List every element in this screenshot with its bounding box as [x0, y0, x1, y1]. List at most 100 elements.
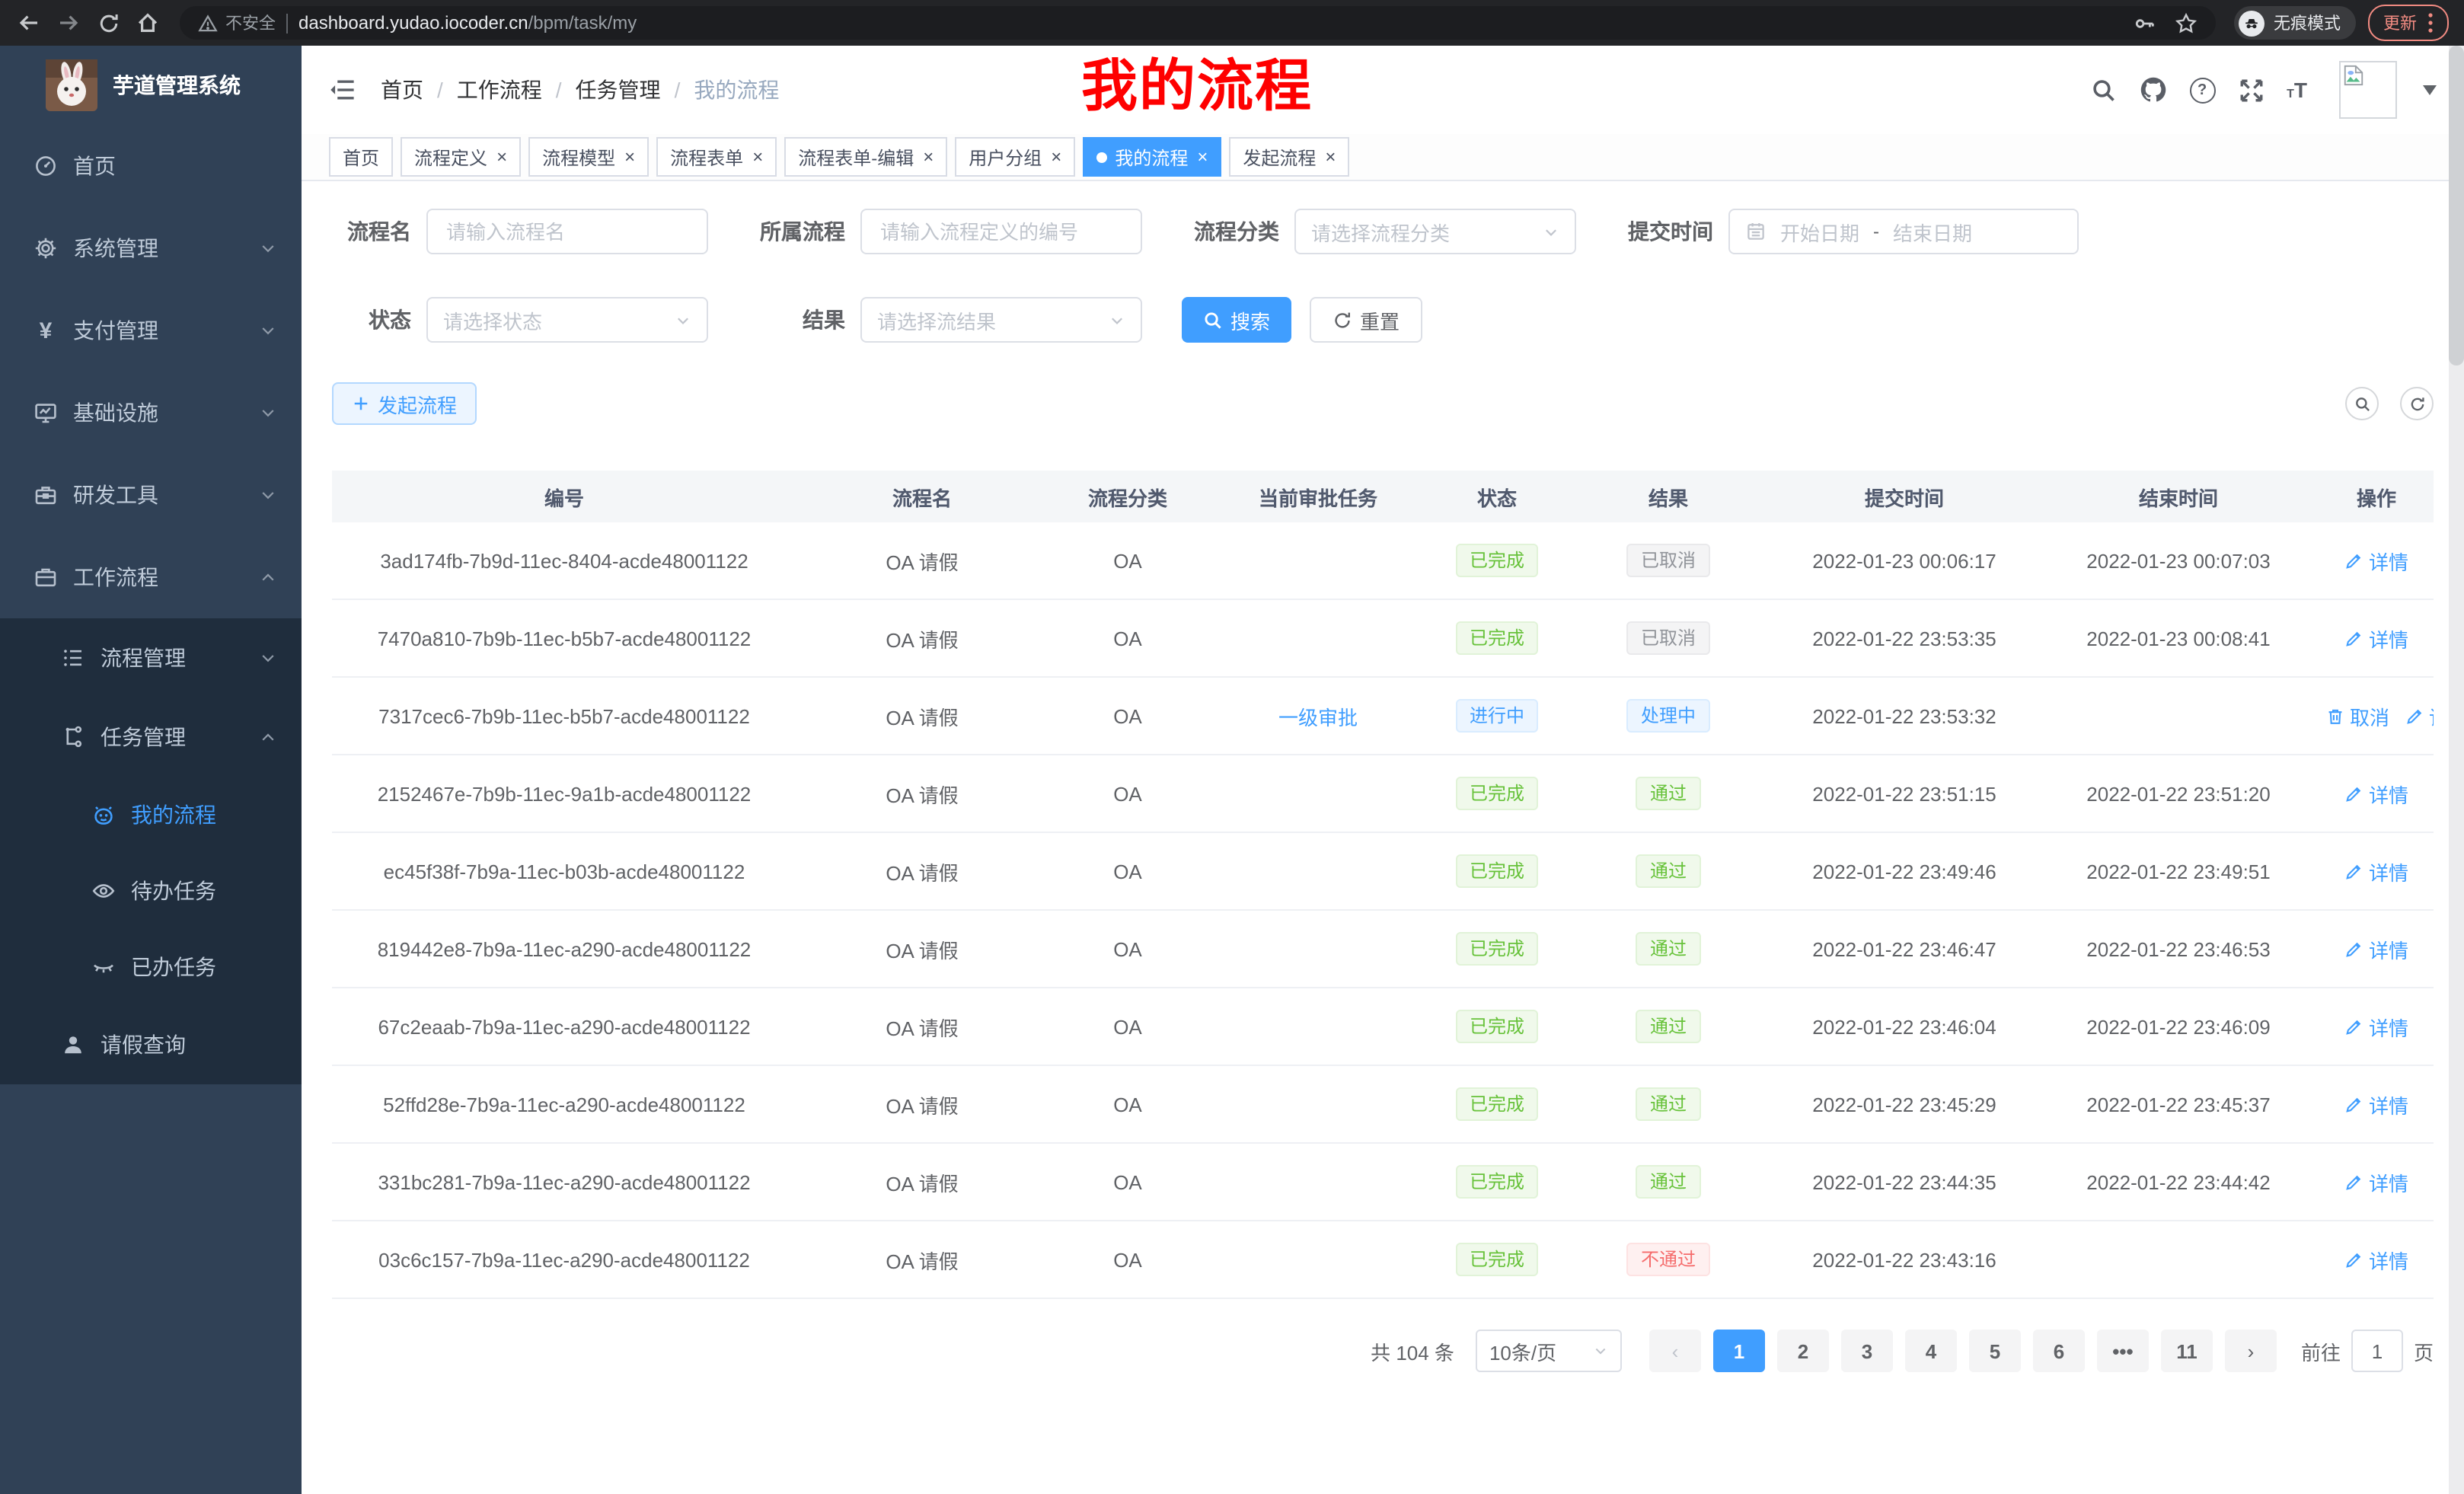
tab-发起流程[interactable]: 发起流程 × [1229, 137, 1350, 177]
sidebar-item-label: 待办任务 [131, 879, 216, 903]
tab-流程表单[interactable]: 流程表单 × [656, 137, 777, 177]
goto-page-input[interactable] [2351, 1330, 2403, 1372]
sidebar-item-流程管理[interactable]: 流程管理 [0, 618, 302, 698]
next-page-button[interactable]: › [2224, 1330, 2277, 1372]
category-select[interactable]: 请选择流程分类 [1294, 209, 1576, 254]
status-badge: 通过 [1636, 932, 1700, 966]
详情-action-link[interactable]: 详情 [2344, 1167, 2408, 1196]
scrollbar-thumb[interactable] [2449, 46, 2464, 366]
status-badge: 已完成 [1455, 1165, 1538, 1199]
forward-icon[interactable] [55, 9, 82, 37]
sidebar-item-工作流程[interactable]: 工作流程 [0, 536, 302, 618]
result-select[interactable]: 请选择流结果 [860, 297, 1142, 343]
详情-action-link[interactable]: 详情 [2344, 624, 2408, 653]
tab-流程模型[interactable]: 流程模型 × [528, 137, 650, 177]
close-icon[interactable]: × [923, 146, 934, 168]
breadcrumb-item[interactable]: 工作流程 [456, 78, 542, 102]
sidebar-item-任务管理[interactable]: 任务管理 [0, 698, 302, 777]
current-task-link[interactable]: 一级审批 [1278, 706, 1358, 729]
page-scrollbar[interactable] [2449, 46, 2464, 1494]
process-name-field[interactable] [443, 219, 691, 244]
tab-流程表单-编辑[interactable]: 流程表单-编辑 × [784, 137, 948, 177]
kebab-menu-icon[interactable] [2427, 12, 2434, 34]
page-button-2[interactable]: 2 [1776, 1330, 1829, 1372]
close-icon[interactable]: × [1325, 146, 1336, 168]
avatar[interactable] [2339, 61, 2397, 119]
page-size-select[interactable]: 10条/页 [1475, 1330, 1622, 1372]
sidebar-item-基础设施[interactable]: 基础设施 [0, 372, 302, 454]
sidebar-item-已办任务[interactable]: 已办任务 [0, 929, 302, 1005]
breadcrumb-item[interactable]: 首页 [381, 78, 423, 102]
prev-page-button[interactable]: ‹ [1649, 1330, 1701, 1372]
process-name-input[interactable] [426, 209, 708, 254]
详情-action-link[interactable]: 详情 [2344, 1012, 2408, 1041]
sidebar-item-请假查询[interactable]: 请假查询 [0, 1005, 302, 1084]
reset-button[interactable]: 重置 [1310, 297, 1423, 343]
page-button-5[interactable]: 5 [1968, 1330, 2021, 1372]
bookmark-star-icon[interactable] [2175, 11, 2197, 34]
tab-首页[interactable]: 首页 [329, 137, 394, 177]
sidebar-item-支付管理[interactable]: ¥ 支付管理 [0, 289, 302, 372]
process-definition-input[interactable] [860, 209, 1142, 254]
search-icon[interactable] [2090, 77, 2116, 103]
close-icon[interactable]: × [496, 146, 508, 168]
page-button-4[interactable]: 4 [1904, 1330, 1957, 1372]
site-security[interactable]: 不安全 [198, 11, 276, 35]
status-select[interactable]: 请选择状态 [426, 297, 708, 343]
cell-actions: 详情 [2319, 1221, 2434, 1299]
start-process-button[interactable]: 发起流程 [332, 382, 477, 425]
toggle-search-button[interactable] [2345, 387, 2379, 420]
process-definition-field[interactable] [877, 219, 1125, 244]
详情-action-link[interactable]: 详情 [2344, 934, 2408, 963]
sidebar-item-我的流程[interactable]: 我的流程 [0, 777, 302, 853]
avatar-caret-icon[interactable] [2423, 85, 2437, 95]
sidebar-item-首页[interactable]: 首页 [0, 125, 302, 207]
cell-actions: 详情 [2319, 910, 2434, 988]
password-key-icon[interactable] [2134, 11, 2156, 34]
chevron-down-icon [259, 404, 277, 422]
close-icon[interactable]: × [1197, 146, 1208, 168]
详情-action-link[interactable]: 详情 [2344, 546, 2408, 575]
back-icon[interactable] [15, 9, 43, 37]
page-button-1[interactable]: 1 [1712, 1330, 1765, 1372]
tab-流程定义[interactable]: 流程定义 × [401, 137, 522, 177]
app-logo[interactable]: 芋道管理系统 [0, 46, 302, 125]
cell-status: 已完成 [1428, 1065, 1566, 1144]
page-button-3[interactable]: 3 [1840, 1330, 1893, 1372]
close-icon[interactable]: × [1051, 146, 1062, 168]
page-button-6[interactable]: 6 [2032, 1330, 2085, 1372]
url-bar[interactable]: 不安全 dashboard.yudao.iocoder.cn/bpm/task/… [180, 6, 2216, 40]
sidebar-item-系统管理[interactable]: 系统管理 [0, 207, 302, 289]
详情-action-link[interactable]: 详情 [2344, 779, 2408, 808]
search-button[interactable]: 搜索 [1182, 297, 1292, 343]
browser-update-button[interactable]: 更新 [2368, 5, 2449, 41]
详情-action-link[interactable]: 详情 [2344, 1090, 2408, 1119]
tab-用户分组[interactable]: 用户分组 × [955, 137, 1076, 177]
reload-icon[interactable] [94, 9, 122, 37]
sidebar-item-研发工具[interactable]: 研发工具 [0, 454, 302, 536]
cell-end-time: 2022-01-22 23:46:53 [2038, 910, 2319, 988]
page-ellipsis[interactable]: ••• [2096, 1330, 2149, 1372]
breadcrumb-item[interactable]: 任务管理 [575, 78, 661, 102]
github-icon[interactable] [2139, 76, 2166, 104]
status-badge: 已取消 [1626, 621, 1709, 655]
详情-action-link[interactable]: 详情 [2344, 1245, 2408, 1274]
取消-action-link[interactable]: 取消 [2325, 701, 2389, 730]
home-icon[interactable] [134, 9, 161, 37]
page-button-11[interactable]: 11 [2160, 1330, 2213, 1372]
column-header-状态: 状态 [1428, 471, 1566, 522]
fullscreen-icon[interactable] [2238, 77, 2264, 103]
sidebar-collapse-icon[interactable] [329, 76, 356, 104]
refresh-table-button[interactable] [2400, 387, 2434, 420]
breadcrumb-separator: / [555, 78, 562, 102]
help-icon[interactable]: ? [2189, 77, 2216, 103]
submit-time-range-picker[interactable]: 开始日期 - 结束日期 [1728, 209, 2079, 254]
close-icon[interactable]: × [624, 146, 636, 168]
tab-我的流程[interactable]: 我的流程 × [1083, 137, 1222, 177]
close-icon[interactable]: × [752, 146, 764, 168]
sidebar-item-待办任务[interactable]: 待办任务 [0, 853, 302, 929]
详情-action-link[interactable]: 详情 [2344, 857, 2408, 886]
详情-action-link[interactable]: 详情 [2405, 701, 2434, 730]
cell-process-category: OA [1048, 677, 1208, 755]
